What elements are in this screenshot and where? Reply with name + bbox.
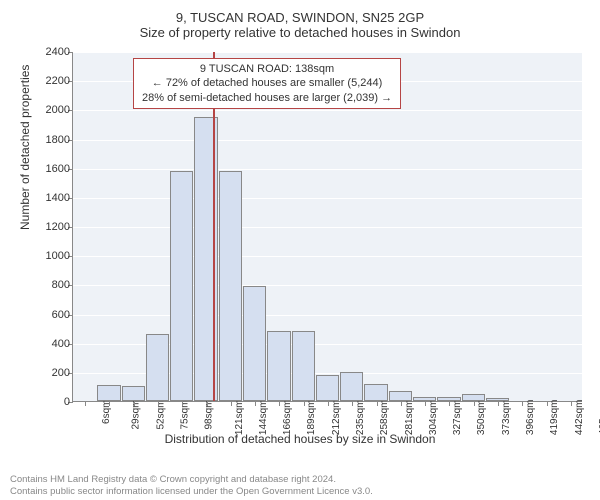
bar bbox=[316, 375, 339, 401]
xtick-label: 373sqm bbox=[501, 400, 512, 436]
bar bbox=[170, 171, 193, 401]
xtick-label: 396sqm bbox=[525, 400, 536, 436]
ytick-label: 2200 bbox=[30, 75, 70, 87]
xtick-label: 166sqm bbox=[282, 400, 293, 436]
bar bbox=[389, 391, 412, 401]
xtick-mark bbox=[401, 401, 402, 406]
footer-attribution: Contains HM Land Registry data © Crown c… bbox=[10, 474, 373, 498]
chart-container: 9, TUSCAN ROAD, SWINDON, SN25 2GP Size o… bbox=[10, 10, 590, 460]
xtick-label: 350sqm bbox=[477, 400, 488, 436]
xtick-label: 98sqm bbox=[204, 400, 215, 430]
bar bbox=[292, 331, 315, 401]
xtick-mark bbox=[304, 401, 305, 406]
annotation-line1: 9 TUSCAN ROAD: 138sqm bbox=[142, 62, 392, 76]
bar bbox=[243, 286, 266, 401]
gridline bbox=[73, 140, 582, 141]
bar bbox=[364, 384, 387, 402]
xtick-label: 75sqm bbox=[180, 400, 191, 430]
footer-line2: Contains public sector information licen… bbox=[10, 486, 373, 498]
xtick-label: 258sqm bbox=[379, 400, 390, 436]
xtick-mark bbox=[85, 401, 86, 406]
gridline bbox=[73, 52, 582, 53]
xtick-mark bbox=[474, 401, 475, 406]
ytick-label: 1200 bbox=[30, 221, 70, 233]
ytick-label: 400 bbox=[30, 338, 70, 350]
ytick-label: 1400 bbox=[30, 192, 70, 204]
gridline bbox=[73, 110, 582, 111]
xtick-label: 144sqm bbox=[258, 400, 269, 436]
ytick-label: 1800 bbox=[30, 134, 70, 146]
xtick-label: 304sqm bbox=[428, 400, 439, 436]
xtick-label: 235sqm bbox=[355, 400, 366, 436]
chart-title-line1: 9, TUSCAN ROAD, SWINDON, SN25 2GP bbox=[10, 10, 590, 25]
xtick-label: 52sqm bbox=[155, 400, 166, 430]
gridline bbox=[73, 256, 582, 257]
xtick-mark bbox=[279, 401, 280, 406]
xtick-label: 327sqm bbox=[452, 400, 463, 436]
gridline bbox=[73, 227, 582, 228]
ytick-label: 1600 bbox=[30, 163, 70, 175]
ytick-label: 0 bbox=[30, 396, 70, 408]
xtick-mark bbox=[547, 401, 548, 406]
xtick-label: 121sqm bbox=[234, 400, 245, 436]
plot-area: 6sqm29sqm52sqm75sqm98sqm121sqm144sqm166s… bbox=[72, 52, 582, 402]
xtick-mark bbox=[449, 401, 450, 406]
chart-title-line2: Size of property relative to detached ho… bbox=[10, 25, 590, 40]
xtick-label: 212sqm bbox=[331, 400, 342, 436]
xtick-mark bbox=[352, 401, 353, 406]
gridline bbox=[73, 198, 582, 199]
xtick-label: 281sqm bbox=[404, 400, 415, 436]
xtick-mark bbox=[328, 401, 329, 406]
bar bbox=[462, 394, 485, 401]
xtick-label: 6sqm bbox=[101, 400, 112, 424]
xtick-label: 29sqm bbox=[131, 400, 142, 430]
bar bbox=[97, 385, 120, 401]
ytick-label: 800 bbox=[30, 279, 70, 291]
xtick-mark bbox=[377, 401, 378, 406]
xtick-mark bbox=[255, 401, 256, 406]
xtick-mark bbox=[425, 401, 426, 406]
annotation-line2: ← 72% of detached houses are smaller (5,… bbox=[142, 76, 392, 90]
annotation-box: 9 TUSCAN ROAD: 138sqm ← 72% of detached … bbox=[133, 58, 401, 109]
xtick-mark bbox=[182, 401, 183, 406]
gridline bbox=[73, 285, 582, 286]
ytick-label: 2000 bbox=[30, 104, 70, 116]
xtick-label: 419sqm bbox=[549, 400, 560, 436]
bar bbox=[219, 171, 242, 401]
xtick-mark bbox=[522, 401, 523, 406]
ytick-label: 600 bbox=[30, 309, 70, 321]
xtick-label: 189sqm bbox=[307, 400, 318, 436]
bar bbox=[340, 372, 363, 401]
footer-line1: Contains HM Land Registry data © Crown c… bbox=[10, 474, 373, 486]
ytick-label: 1000 bbox=[30, 250, 70, 262]
xtick-mark bbox=[207, 401, 208, 406]
y-axis-label: Number of detached properties bbox=[18, 65, 32, 230]
ytick-label: 200 bbox=[30, 367, 70, 379]
gridline bbox=[73, 169, 582, 170]
xtick-mark bbox=[571, 401, 572, 406]
xtick-mark bbox=[158, 401, 159, 406]
xtick-mark bbox=[134, 401, 135, 406]
x-axis-label: Distribution of detached houses by size … bbox=[10, 432, 590, 446]
xtick-mark bbox=[231, 401, 232, 406]
bar bbox=[122, 386, 145, 401]
bar bbox=[146, 334, 169, 401]
gridline bbox=[73, 315, 582, 316]
xtick-mark bbox=[109, 401, 110, 406]
bar bbox=[267, 331, 290, 401]
xtick-label: 442sqm bbox=[574, 400, 585, 436]
annotation-line3: 28% of semi-detached houses are larger (… bbox=[142, 91, 392, 105]
xtick-mark bbox=[498, 401, 499, 406]
ytick-label: 2400 bbox=[30, 46, 70, 58]
